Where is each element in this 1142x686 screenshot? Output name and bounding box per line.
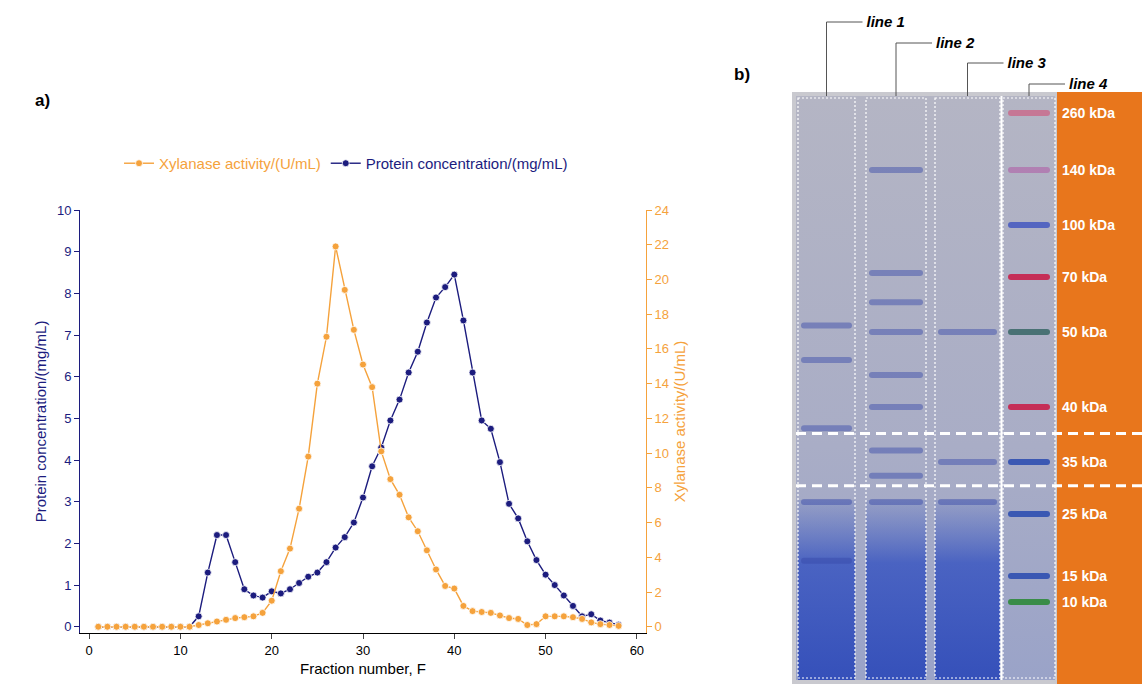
svg-text:5: 5 — [64, 411, 71, 426]
svg-text:Protein concentration/(mg/mL): Protein concentration/(mg/mL) — [32, 321, 49, 523]
svg-text:260 kDa: 260 kDa — [1062, 105, 1115, 121]
svg-text:12: 12 — [655, 411, 669, 426]
svg-text:Protein concentration/(mg/mL): Protein concentration/(mg/mL) — [366, 155, 568, 172]
svg-text:50: 50 — [538, 643, 552, 658]
svg-text:0: 0 — [655, 619, 662, 634]
svg-text:4: 4 — [655, 550, 662, 565]
svg-text:20: 20 — [264, 643, 278, 658]
svg-text:20: 20 — [655, 272, 669, 287]
svg-text:35 kDa: 35 kDa — [1062, 454, 1107, 470]
svg-text:Fraction number, F: Fraction number, F — [300, 660, 426, 677]
svg-text:line 2: line 2 — [936, 34, 975, 51]
svg-text:10: 10 — [655, 446, 669, 461]
svg-text:8: 8 — [655, 480, 662, 495]
svg-text:25 kDa: 25 kDa — [1062, 506, 1107, 522]
svg-text:line 1: line 1 — [867, 13, 905, 30]
svg-text:6: 6 — [655, 515, 662, 530]
svg-text:100 kDa: 100 kDa — [1062, 217, 1115, 233]
svg-text:60: 60 — [630, 643, 644, 658]
svg-text:18: 18 — [655, 307, 669, 322]
svg-text:2: 2 — [64, 536, 71, 551]
svg-text:30: 30 — [356, 643, 370, 658]
svg-text:3: 3 — [64, 494, 71, 509]
svg-text:Xylanase activity/(U/mL): Xylanase activity/(U/mL) — [671, 341, 688, 503]
svg-text:16: 16 — [655, 341, 669, 356]
svg-text:7: 7 — [64, 328, 71, 343]
svg-text:70 kDa: 70 kDa — [1062, 269, 1107, 285]
svg-text:10: 10 — [57, 203, 71, 218]
svg-text:b): b) — [734, 65, 750, 84]
svg-text:50 kDa: 50 kDa — [1062, 324, 1107, 340]
svg-text:6: 6 — [64, 369, 71, 384]
svg-text:22: 22 — [655, 237, 669, 252]
svg-text:10 kDa: 10 kDa — [1062, 594, 1107, 610]
svg-text:1: 1 — [64, 578, 71, 593]
svg-text:24: 24 — [655, 203, 669, 218]
svg-text:line 3: line 3 — [1008, 54, 1047, 71]
svg-text:line 4: line 4 — [1069, 75, 1108, 92]
svg-text:0: 0 — [86, 643, 93, 658]
svg-text:a): a) — [35, 91, 50, 110]
svg-text:15 kDa: 15 kDa — [1062, 568, 1107, 584]
svg-text:4: 4 — [64, 453, 71, 468]
svg-text:10: 10 — [173, 643, 187, 658]
svg-text:Xylanase activity/(U/mL): Xylanase activity/(U/mL) — [159, 155, 321, 172]
svg-text:140 kDa: 140 kDa — [1062, 162, 1115, 178]
svg-text:8: 8 — [64, 286, 71, 301]
svg-text:0: 0 — [64, 619, 71, 634]
svg-text:40 kDa: 40 kDa — [1062, 399, 1107, 415]
svg-text:14: 14 — [655, 376, 669, 391]
svg-text:2: 2 — [655, 585, 662, 600]
svg-text:9: 9 — [64, 244, 71, 259]
svg-text:40: 40 — [447, 643, 461, 658]
